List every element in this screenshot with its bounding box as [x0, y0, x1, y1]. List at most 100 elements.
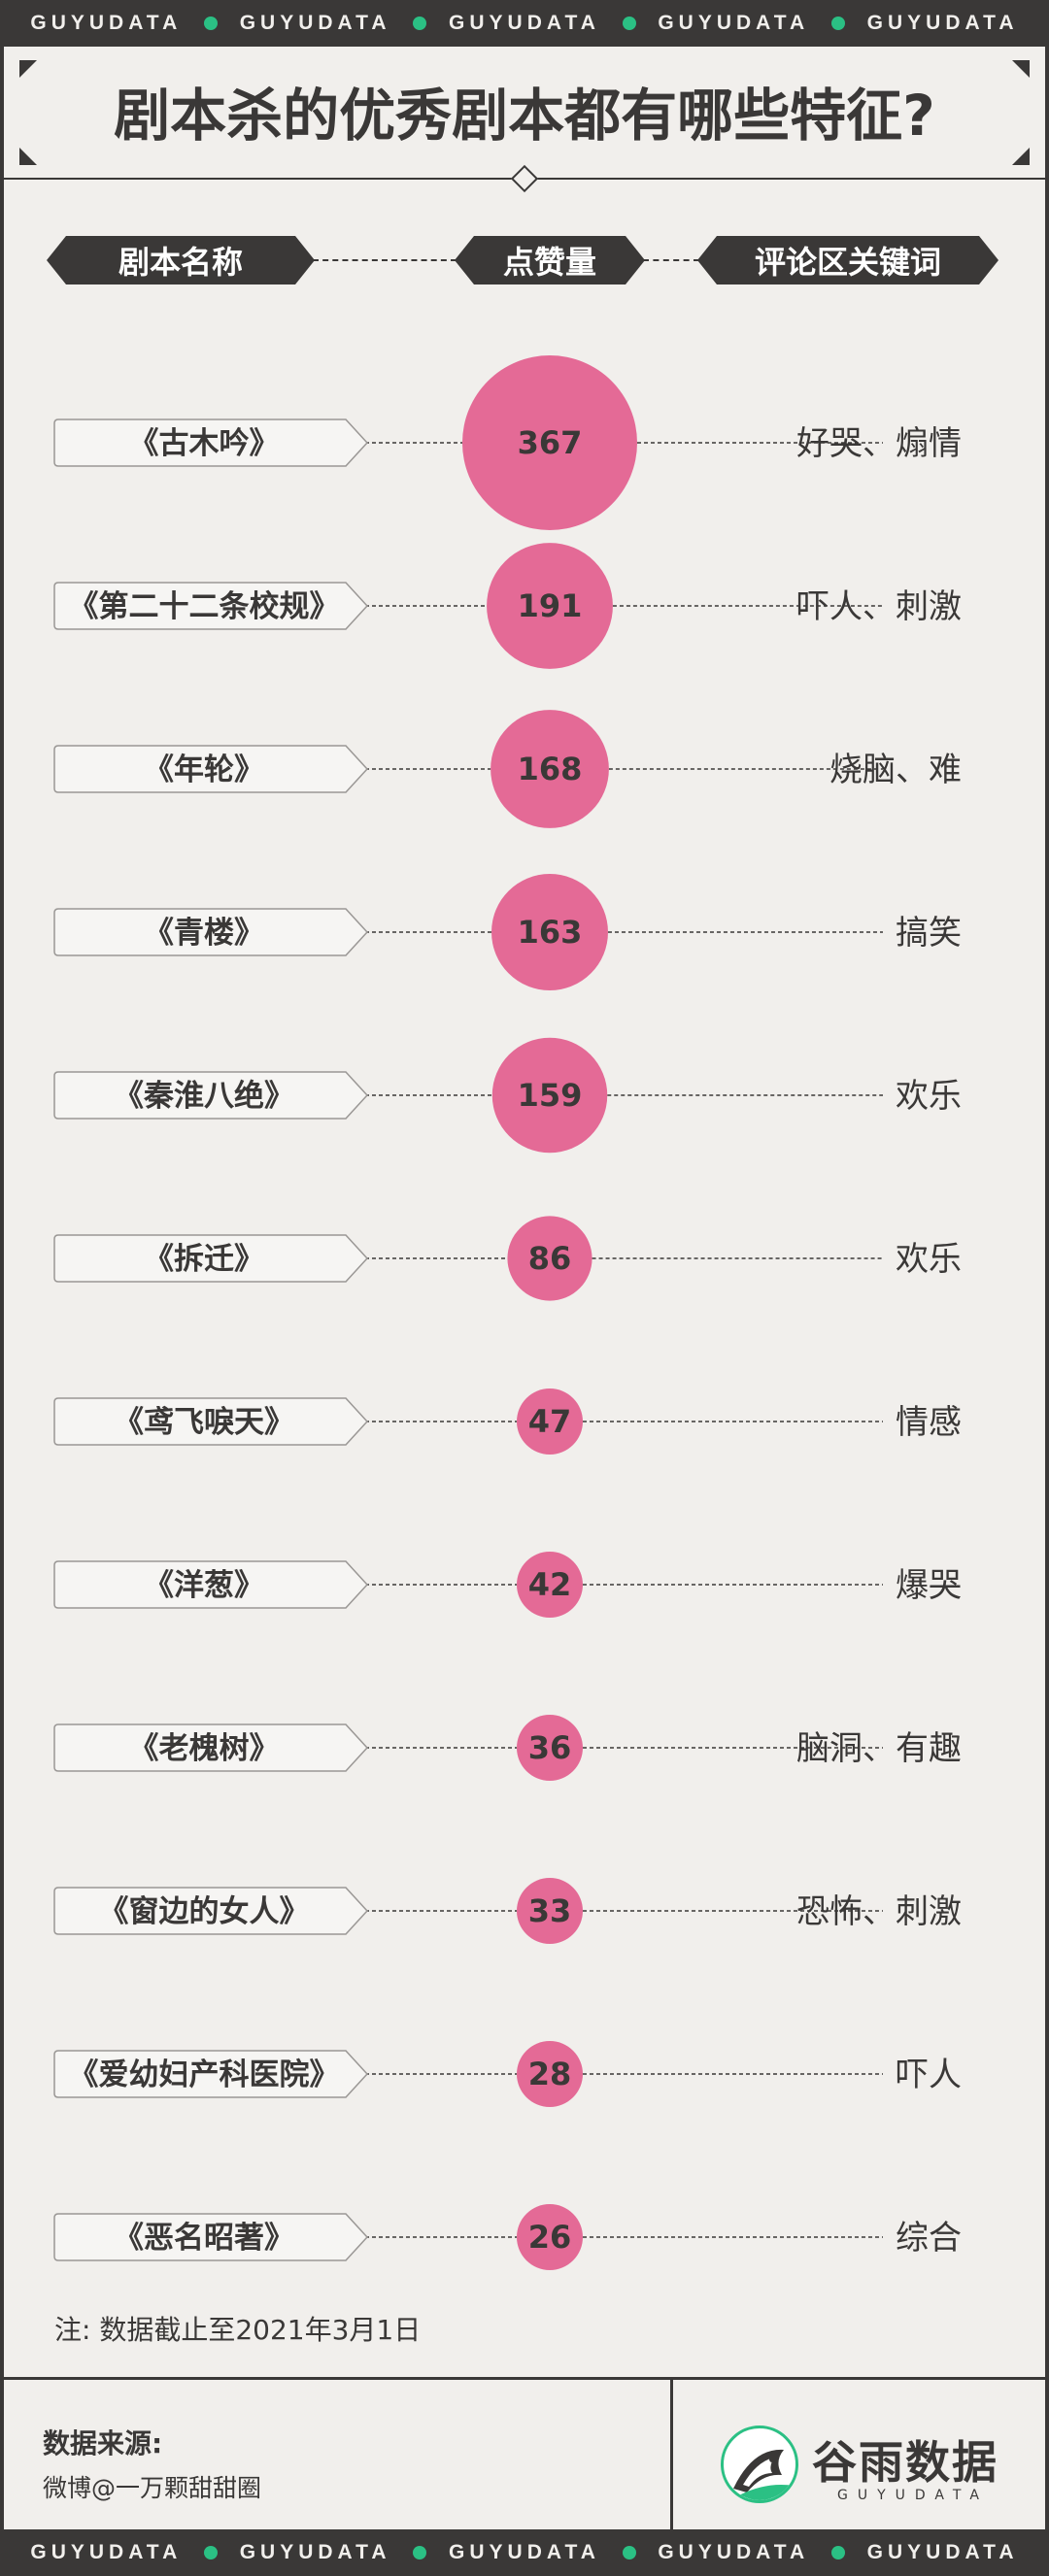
- keywords-label: 好哭、煽情: [796, 424, 962, 463]
- script-name: 《第二十二条校规》: [69, 589, 340, 624]
- script-name: 《爱幼妇产科医院》: [69, 2057, 340, 2092]
- main-panel: 剧本杀的优秀剧本都有哪些特征? 剧本名称 点赞量 评论区关键词 《古木吟》 367…: [4, 47, 1045, 2529]
- header-name: 剧本名称: [47, 236, 315, 284]
- likes-value: 42: [528, 1566, 572, 1603]
- likes-value: 36: [528, 1729, 572, 1766]
- script-name: 《窗边的女人》: [99, 1894, 310, 1929]
- page-title: 剧本杀的优秀剧本都有哪些特征?: [114, 83, 935, 149]
- bubble: [517, 1552, 583, 1618]
- dot-icon: [830, 2546, 845, 2559]
- likes-value: 168: [518, 751, 583, 787]
- dot-icon: [830, 17, 845, 30]
- likes-value: 163: [518, 914, 583, 951]
- likes-value: 367: [518, 424, 583, 461]
- name-tag: [53, 1560, 369, 1609]
- keywords-label: 情感: [896, 1403, 962, 1442]
- likes-value: 159: [518, 1077, 583, 1114]
- header-keywords: 评论区关键词: [697, 236, 998, 284]
- bubble: [507, 1216, 592, 1301]
- dot-icon: [413, 2546, 427, 2559]
- logo-name: 谷雨数据: [812, 2436, 998, 2489]
- likes-value: 26: [528, 2219, 572, 2256]
- banner-word: GUYUDATA: [30, 12, 183, 34]
- banner-word: GUYUDATA: [658, 2541, 810, 2563]
- name-tag: [53, 745, 369, 793]
- header-likes: 点赞量: [455, 236, 645, 284]
- script-name: 《年轮》: [144, 753, 264, 787]
- script-name: 《恶名昭著》: [114, 2221, 294, 2256]
- dot-icon: [622, 17, 636, 30]
- footnote: 注: 数据截止至2021年3月1日: [54, 2314, 422, 2346]
- likes-value: 28: [528, 2056, 572, 2092]
- script-name: 《洋葱》: [144, 1568, 264, 1603]
- name-tag: [53, 582, 369, 630]
- bubble: [517, 1388, 583, 1455]
- bubble: [491, 874, 608, 990]
- name-tag: [53, 418, 369, 467]
- name-tag: [53, 1723, 369, 1772]
- keywords-label: 吓人、刺激: [796, 587, 962, 626]
- likes-value: 86: [528, 1240, 572, 1277]
- script-name: 《拆迁》: [144, 1242, 264, 1277]
- bubble: [517, 1878, 583, 1944]
- logo-bird-icon: [721, 2425, 798, 2503]
- bubble: [517, 2204, 583, 2270]
- script-name: 《老槐树》: [129, 1731, 280, 1766]
- corner-mark: [19, 148, 37, 165]
- keywords-label: 搞笑: [896, 914, 962, 953]
- dot-icon: [622, 2546, 636, 2559]
- keywords-label: 欢乐: [896, 1240, 962, 1279]
- likes-value: 33: [528, 1892, 572, 1929]
- keywords-label: 烧脑、难: [829, 751, 962, 789]
- corner-mark: [19, 60, 37, 78]
- name-tag: [53, 1234, 369, 1283]
- keywords-label: 恐怖、刺激: [796, 1892, 962, 1931]
- script-name: 《古木吟》: [129, 426, 280, 461]
- logo-subtitle: GUYUDATA: [837, 2488, 989, 2503]
- bubble: [491, 1037, 608, 1154]
- keywords-label: 综合: [896, 2219, 962, 2258]
- name-tag: [53, 1071, 369, 1120]
- footer-divider-vertical: [670, 2377, 673, 2529]
- banner-word: GUYUDATA: [449, 12, 600, 34]
- likes-value: 47: [528, 1403, 572, 1440]
- name-tag: [53, 2050, 369, 2098]
- dot-icon: [203, 2546, 218, 2559]
- name-tag: [53, 1397, 369, 1446]
- name-tag: [53, 1887, 369, 1935]
- banner-word: GUYUDATA: [239, 2541, 391, 2563]
- source-label: 数据来源:: [43, 2427, 163, 2459]
- header-connector: [313, 259, 457, 261]
- top-banner: GUYUDATA GUYUDATA GUYUDATA GUYUDATA GUYUDATA: [0, 0, 1049, 47]
- banner-word: GUYUDATA: [449, 2541, 600, 2563]
- bubble: [487, 543, 613, 669]
- source-value: 微博@一万颗甜甜圈: [43, 2474, 262, 2502]
- keywords-label: 爆哭: [896, 1566, 962, 1605]
- banner-word: GUYUDATA: [30, 2541, 183, 2563]
- banner-word: GUYUDATA: [866, 12, 1019, 34]
- header-connector: [643, 259, 699, 261]
- bubble-chart: 《古木吟》 367 好哭、煽情《第二十二条校规》 191 吓人、刺激《年轮》 168 烧脑、…: [53, 355, 962, 2270]
- bottom-banner: GUYUDATA GUYUDATA GUYUDATA GUYUDATA GUYUDATA: [0, 2529, 1049, 2576]
- banner-word: GUYUDATA: [658, 12, 810, 34]
- likes-value: 191: [518, 587, 583, 624]
- corner-mark: [1012, 60, 1030, 78]
- bubble: [491, 710, 609, 828]
- banner-word: GUYUDATA: [239, 12, 391, 34]
- name-tag: [53, 908, 369, 956]
- corner-mark: [1012, 148, 1030, 165]
- script-name: 《青楼》: [144, 916, 264, 951]
- keywords-label: 欢乐: [896, 1077, 962, 1116]
- keywords-label: 吓人: [896, 2056, 962, 2094]
- keywords-label: 脑洞、有趣: [796, 1729, 962, 1768]
- bubble: [462, 355, 637, 530]
- script-name: 《鸢飞唳天》: [114, 1405, 294, 1440]
- name-tag: [53, 2213, 369, 2261]
- dot-icon: [203, 17, 218, 30]
- bubble: [517, 2041, 583, 2107]
- banner-word: GUYUDATA: [866, 2541, 1019, 2563]
- bubble: [517, 1715, 583, 1781]
- dot-icon: [413, 17, 427, 30]
- footer-divider: [4, 2377, 1045, 2380]
- script-name: 《秦淮八绝》: [114, 1079, 294, 1114]
